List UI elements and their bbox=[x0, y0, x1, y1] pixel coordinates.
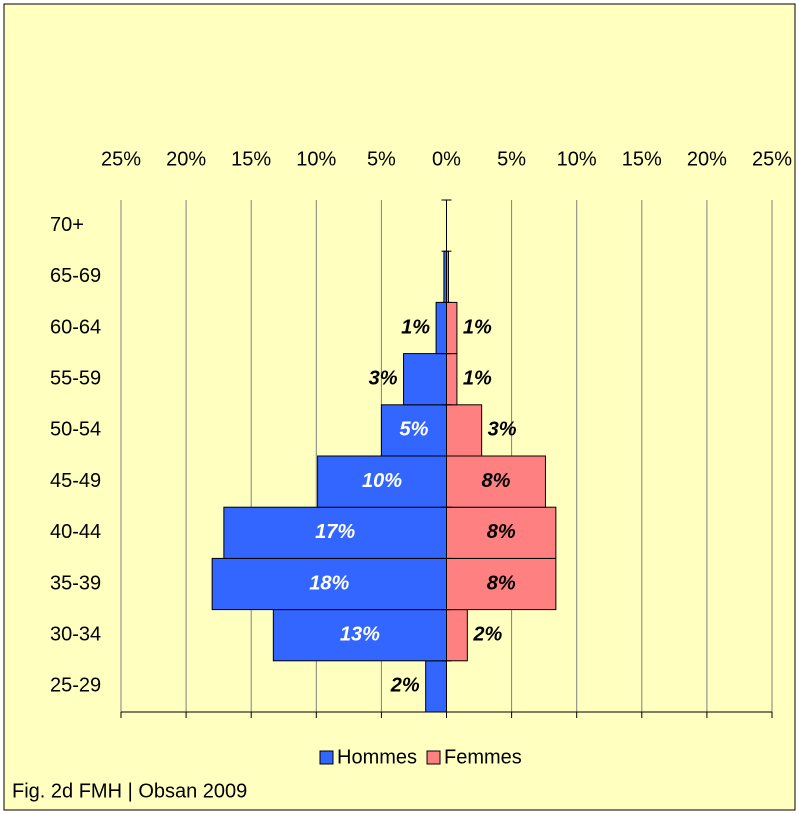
value-label: 10% bbox=[362, 470, 402, 492]
legend-swatch bbox=[319, 750, 334, 765]
bar bbox=[446, 557, 557, 611]
value-label: 5% bbox=[399, 419, 428, 441]
value-label: 2% bbox=[390, 675, 420, 697]
legend-swatch bbox=[426, 750, 441, 765]
legend-label: Femmes bbox=[444, 746, 522, 768]
value-label: 3% bbox=[369, 367, 398, 389]
y-tick-label: 60-64 bbox=[50, 316, 101, 338]
value-label: 1% bbox=[463, 367, 492, 389]
value-label: 18% bbox=[309, 572, 349, 594]
footnote: Fig. 2d FMH | Obsan 2009 bbox=[12, 780, 247, 802]
x-tick-label: 5% bbox=[497, 148, 526, 170]
x-tick-label: 15% bbox=[231, 148, 271, 170]
x-tick-label: 20% bbox=[166, 148, 206, 170]
y-tick-label: 30-34 bbox=[50, 623, 101, 645]
value-label: 13% bbox=[340, 623, 380, 645]
x-tick-label: 25% bbox=[752, 148, 792, 170]
bar bbox=[446, 455, 546, 508]
bar bbox=[446, 609, 468, 662]
x-tick-label: 10% bbox=[557, 148, 597, 170]
y-tick-label: 65-69 bbox=[50, 265, 101, 287]
x-tick-label: 5% bbox=[367, 148, 396, 170]
legend-label: Hommes bbox=[337, 746, 417, 768]
y-tick-label: 45-49 bbox=[50, 470, 101, 492]
value-label: 8% bbox=[487, 572, 516, 594]
y-tick-label: 55-59 bbox=[50, 367, 101, 389]
bar bbox=[317, 455, 447, 508]
bar bbox=[425, 660, 447, 713]
bar bbox=[446, 404, 483, 457]
x-tick-label: 10% bbox=[296, 148, 336, 170]
bar bbox=[446, 353, 458, 406]
bar bbox=[272, 609, 448, 662]
value-label: 3% bbox=[488, 419, 517, 441]
x-tick-label: 20% bbox=[687, 148, 727, 170]
bar bbox=[211, 557, 447, 611]
value-label: 17% bbox=[315, 521, 355, 543]
bar bbox=[403, 353, 447, 406]
value-label: 8% bbox=[487, 521, 516, 543]
bar bbox=[446, 506, 557, 559]
value-label: 1% bbox=[401, 316, 430, 338]
x-tick-label: 25% bbox=[101, 148, 141, 170]
x-tick-label: 0% bbox=[432, 148, 461, 170]
x-tick-label: 15% bbox=[622, 148, 662, 170]
bar bbox=[435, 301, 448, 355]
y-tick-label: 35-39 bbox=[50, 572, 101, 594]
y-tick-label: 25-29 bbox=[50, 675, 101, 697]
value-label: 8% bbox=[482, 470, 511, 492]
bar bbox=[223, 506, 447, 559]
y-tick-label: 40-44 bbox=[50, 521, 101, 543]
bar bbox=[380, 404, 447, 457]
bar bbox=[446, 301, 458, 355]
value-label: 1% bbox=[463, 316, 492, 338]
y-tick-label: 50-54 bbox=[50, 419, 101, 441]
y-tick-label: 70+ bbox=[50, 214, 84, 236]
value-label: 2% bbox=[472, 623, 502, 645]
